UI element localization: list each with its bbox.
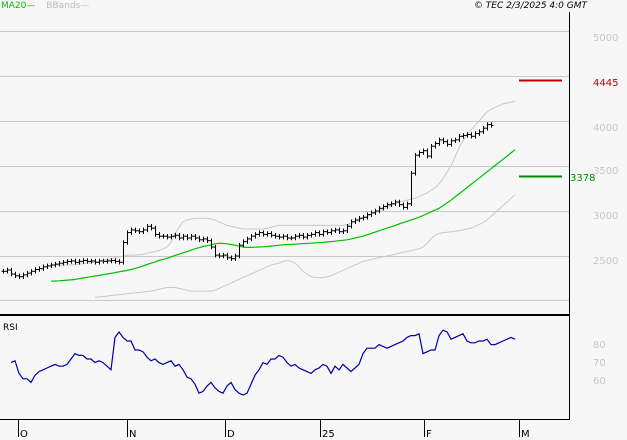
resistance-label: 4445 (593, 78, 618, 89)
y-tick-4000: 4000 (593, 123, 618, 134)
y-tick-3500: 3500 (593, 166, 618, 177)
x-label-feb: F (426, 429, 432, 440)
rsi-title: RSI (3, 323, 18, 333)
y-tick-3000: 3000 (593, 211, 618, 222)
x-label-oct: O (20, 429, 28, 440)
x-label-2025: 25 (322, 429, 335, 440)
legend-ma20-swatch: — (26, 1, 36, 11)
legend-ma20: MA20 (1, 1, 27, 11)
y-tick-5000: 5000 (593, 33, 618, 44)
rsi-y-axis-labels: 80 70 60 (593, 340, 606, 387)
chart-legend: MA20— BBands— (1, 0, 89, 12)
x-label-mar: M (521, 429, 530, 440)
copyright-timestamp: © TEC 2/3/2025 4:0 GMT (473, 1, 587, 11)
rsi-tick-60: 60 (593, 376, 606, 387)
legend-bbands-swatch: — (80, 1, 90, 11)
y-tick-2500: 2500 (593, 256, 618, 267)
rsi-tick-70: 70 (593, 358, 606, 369)
rsi-line (10, 329, 516, 396)
x-label-dec: D (227, 429, 235, 440)
legend-bbands: BBands (46, 1, 81, 11)
x-axis-labels: O N D 25 F M (20, 429, 530, 440)
support-label: 3378 (570, 173, 595, 184)
bollinger-bands (55, 100, 516, 298)
price-bars (1, 122, 494, 279)
price-gridlines (0, 31, 569, 301)
x-label-nov: N (129, 429, 136, 440)
x-axis-ticks (18, 420, 520, 437)
ma20-line (50, 149, 516, 282)
rsi-tick-80: 80 (593, 340, 606, 351)
price-y-axis-labels: 5000 4000 3500 3000 2500 (593, 33, 618, 267)
